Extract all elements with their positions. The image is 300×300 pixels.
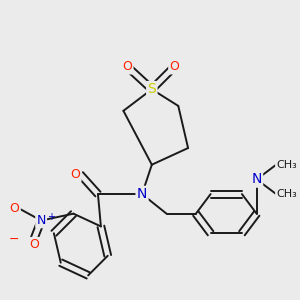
Text: N: N [251, 172, 262, 186]
Text: O: O [70, 168, 80, 181]
Text: O: O [169, 60, 179, 73]
Text: CH₃: CH₃ [276, 189, 297, 199]
Text: N: N [37, 214, 46, 227]
Text: +: + [47, 212, 55, 222]
Text: −: − [8, 232, 19, 246]
Text: O: O [29, 238, 39, 251]
Text: N: N [137, 187, 147, 201]
Text: S: S [148, 82, 156, 96]
Text: CH₃: CH₃ [276, 160, 297, 170]
Text: O: O [122, 60, 132, 73]
Text: O: O [10, 202, 20, 215]
